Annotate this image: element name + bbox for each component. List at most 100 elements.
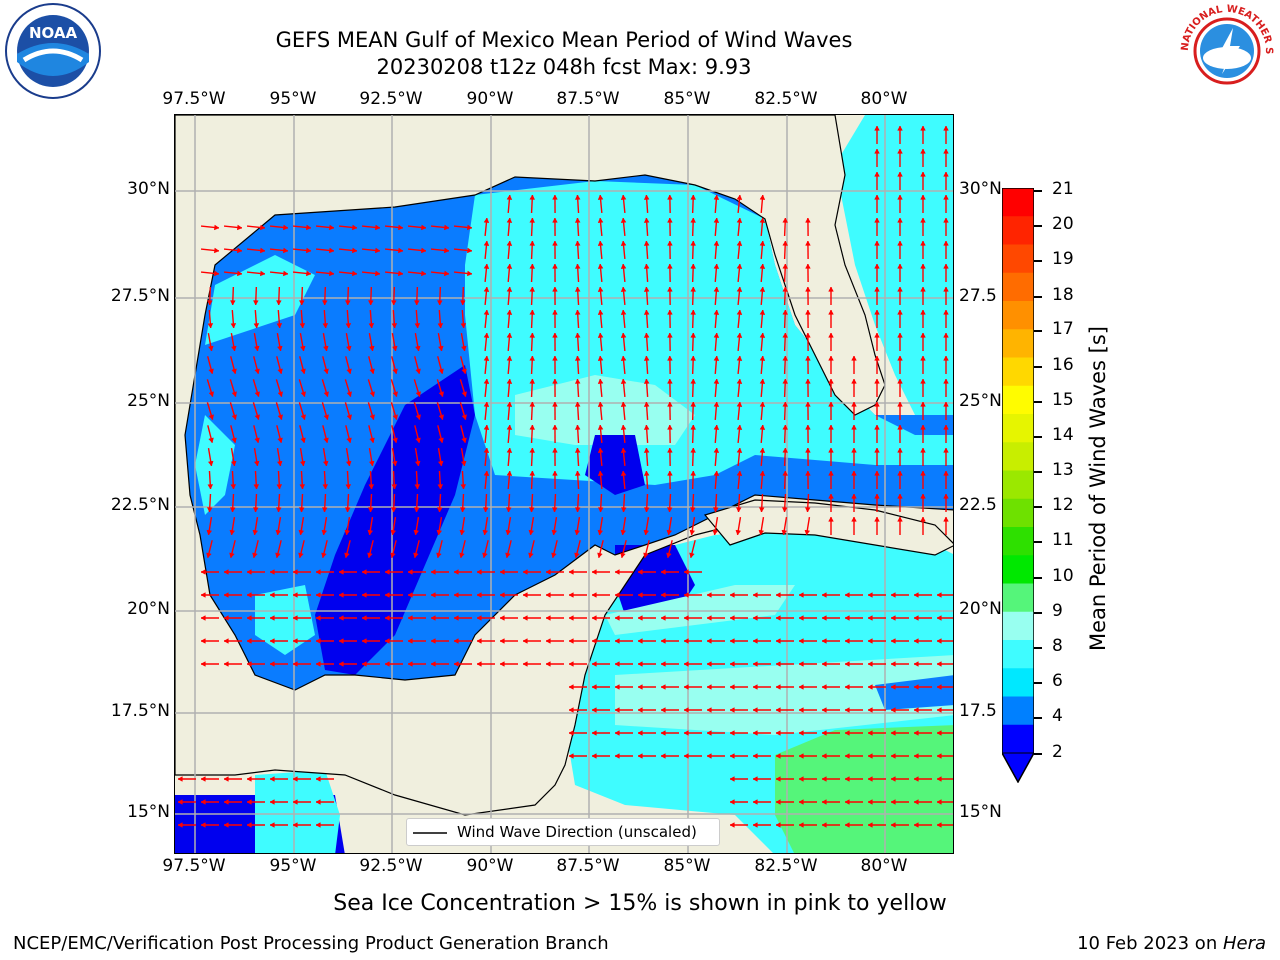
wave-arrow-head — [936, 753, 942, 759]
wave-arrow-head — [782, 309, 789, 315]
wave-arrow-head — [752, 615, 758, 621]
wave-arrow-head — [798, 730, 804, 736]
wave-arrow-head — [890, 822, 896, 828]
wave-arrow-head — [920, 401, 926, 407]
wave-arrow-head — [269, 822, 275, 828]
wave-arrow-head — [729, 638, 735, 644]
wave-arrow-head — [736, 470, 743, 476]
wave-arrow-head — [338, 592, 344, 598]
wave-arrow-head — [920, 332, 926, 338]
wave-arrow-head — [798, 684, 804, 690]
wave-arrow-head — [736, 378, 743, 384]
colorbar-tick-mark — [1034, 330, 1042, 332]
wave-arrow-head — [805, 309, 811, 315]
axis-tick-label: 20°N — [127, 599, 170, 619]
colorbar-tick-mark — [1034, 541, 1042, 543]
wave-arrow-head — [775, 615, 781, 621]
wave-arrow-head — [660, 661, 666, 667]
wave-arrow-head — [574, 470, 581, 476]
wave-arrow-head — [913, 799, 919, 805]
wave-arrow-head — [736, 263, 743, 269]
wave-arrow-head — [223, 569, 229, 575]
wave-arrow-head — [482, 529, 489, 536]
colorbar-tick-label: 19 — [1052, 249, 1074, 269]
wave-arrow-head — [476, 569, 482, 575]
wave-arrow-head — [597, 332, 604, 338]
wave-arrow-head — [368, 300, 374, 306]
wave-arrow-head — [436, 552, 442, 559]
wave-arrow-head — [690, 240, 696, 246]
wave-arrow-head — [667, 286, 673, 292]
wave-arrow-head — [920, 217, 926, 223]
wave-arrow-head — [614, 753, 620, 759]
colorbar-tick-mark — [1034, 577, 1042, 579]
axis-tick-label: 30°N — [127, 179, 170, 199]
wave-arrow-head — [246, 592, 252, 598]
wave-arrow-head — [775, 661, 781, 667]
colorbar-tick-label: 2 — [1052, 742, 1063, 762]
wave-arrow-head — [253, 323, 260, 329]
wave-arrow-head — [805, 286, 811, 292]
colorbar-tick-mark — [1034, 260, 1042, 262]
wave-arrow-head — [660, 569, 666, 575]
wave-arrow-head — [729, 661, 735, 667]
wave-arrow-head — [398, 270, 404, 277]
wave-arrow-head — [499, 592, 505, 598]
wave-arrow-head — [890, 661, 896, 667]
wave-arrow-head — [798, 776, 804, 782]
wave-arrow-head — [874, 447, 880, 453]
wave-arrow-head — [874, 424, 880, 430]
axis-tick-label: 17.5 — [959, 701, 997, 721]
wave-arrow-head — [298, 507, 305, 513]
wave-arrow-head — [568, 684, 574, 690]
wave-arrow-head — [229, 507, 236, 513]
wave-arrow-head — [844, 615, 850, 621]
wave-arrow-head — [897, 286, 903, 292]
wave-arrow-head — [254, 345, 260, 352]
wave-arrow-head — [574, 355, 581, 361]
wave-arrow-head — [683, 730, 689, 736]
wave-arrow-head — [299, 460, 306, 467]
wave-arrow-head — [430, 638, 436, 644]
wave-arrow-head — [620, 447, 627, 453]
green-patch — [775, 725, 953, 853]
wave-arrow-head — [230, 300, 236, 306]
wave-arrow-head — [736, 332, 743, 338]
wave-arrow-head — [689, 529, 696, 536]
wave-arrow-head — [430, 661, 436, 667]
wave-arrow-head — [828, 378, 834, 384]
wave-arrow-head — [920, 194, 926, 200]
wave-arrow-head — [277, 391, 283, 398]
wave-arrow-head — [683, 569, 689, 575]
wave-arrow-head — [231, 391, 237, 398]
wave-arrow-head — [620, 470, 627, 476]
wave-arrow-head — [499, 615, 505, 621]
wave-arrow-head — [759, 217, 766, 223]
axis-tick-label: 95°W — [269, 89, 317, 109]
colorbar-tick-mark — [1034, 190, 1042, 192]
wave-arrow-head — [246, 661, 252, 667]
colorbar-tick-mark — [1034, 366, 1042, 368]
wave-arrow-head — [298, 552, 304, 559]
wave-arrow-head — [391, 323, 398, 329]
wave-arrow-head — [384, 661, 390, 667]
wave-arrow-head — [821, 592, 827, 598]
wave-arrow-head — [736, 401, 743, 407]
wave-arrow-head — [568, 661, 574, 667]
wave-arrow-head — [436, 529, 443, 536]
wave-arrow-head — [920, 378, 926, 384]
wave-arrow-head — [844, 822, 850, 828]
wave-arrow-head — [874, 240, 880, 246]
axis-tick-label: 20°N — [959, 599, 1002, 619]
wave-arrow-head — [552, 332, 558, 338]
wave-arrow-head — [620, 355, 627, 361]
wave-arrow-head — [552, 355, 558, 361]
wave-arrow-head — [392, 345, 398, 352]
wave-arrow-head — [775, 730, 781, 736]
wave-arrow-head — [897, 355, 903, 361]
colorbar-segment — [1002, 329, 1034, 358]
wave-arrow-head — [781, 529, 788, 536]
wave-arrow-head — [522, 615, 528, 621]
wave-arrow-head — [729, 730, 735, 736]
wave-arrow-head — [867, 799, 873, 805]
